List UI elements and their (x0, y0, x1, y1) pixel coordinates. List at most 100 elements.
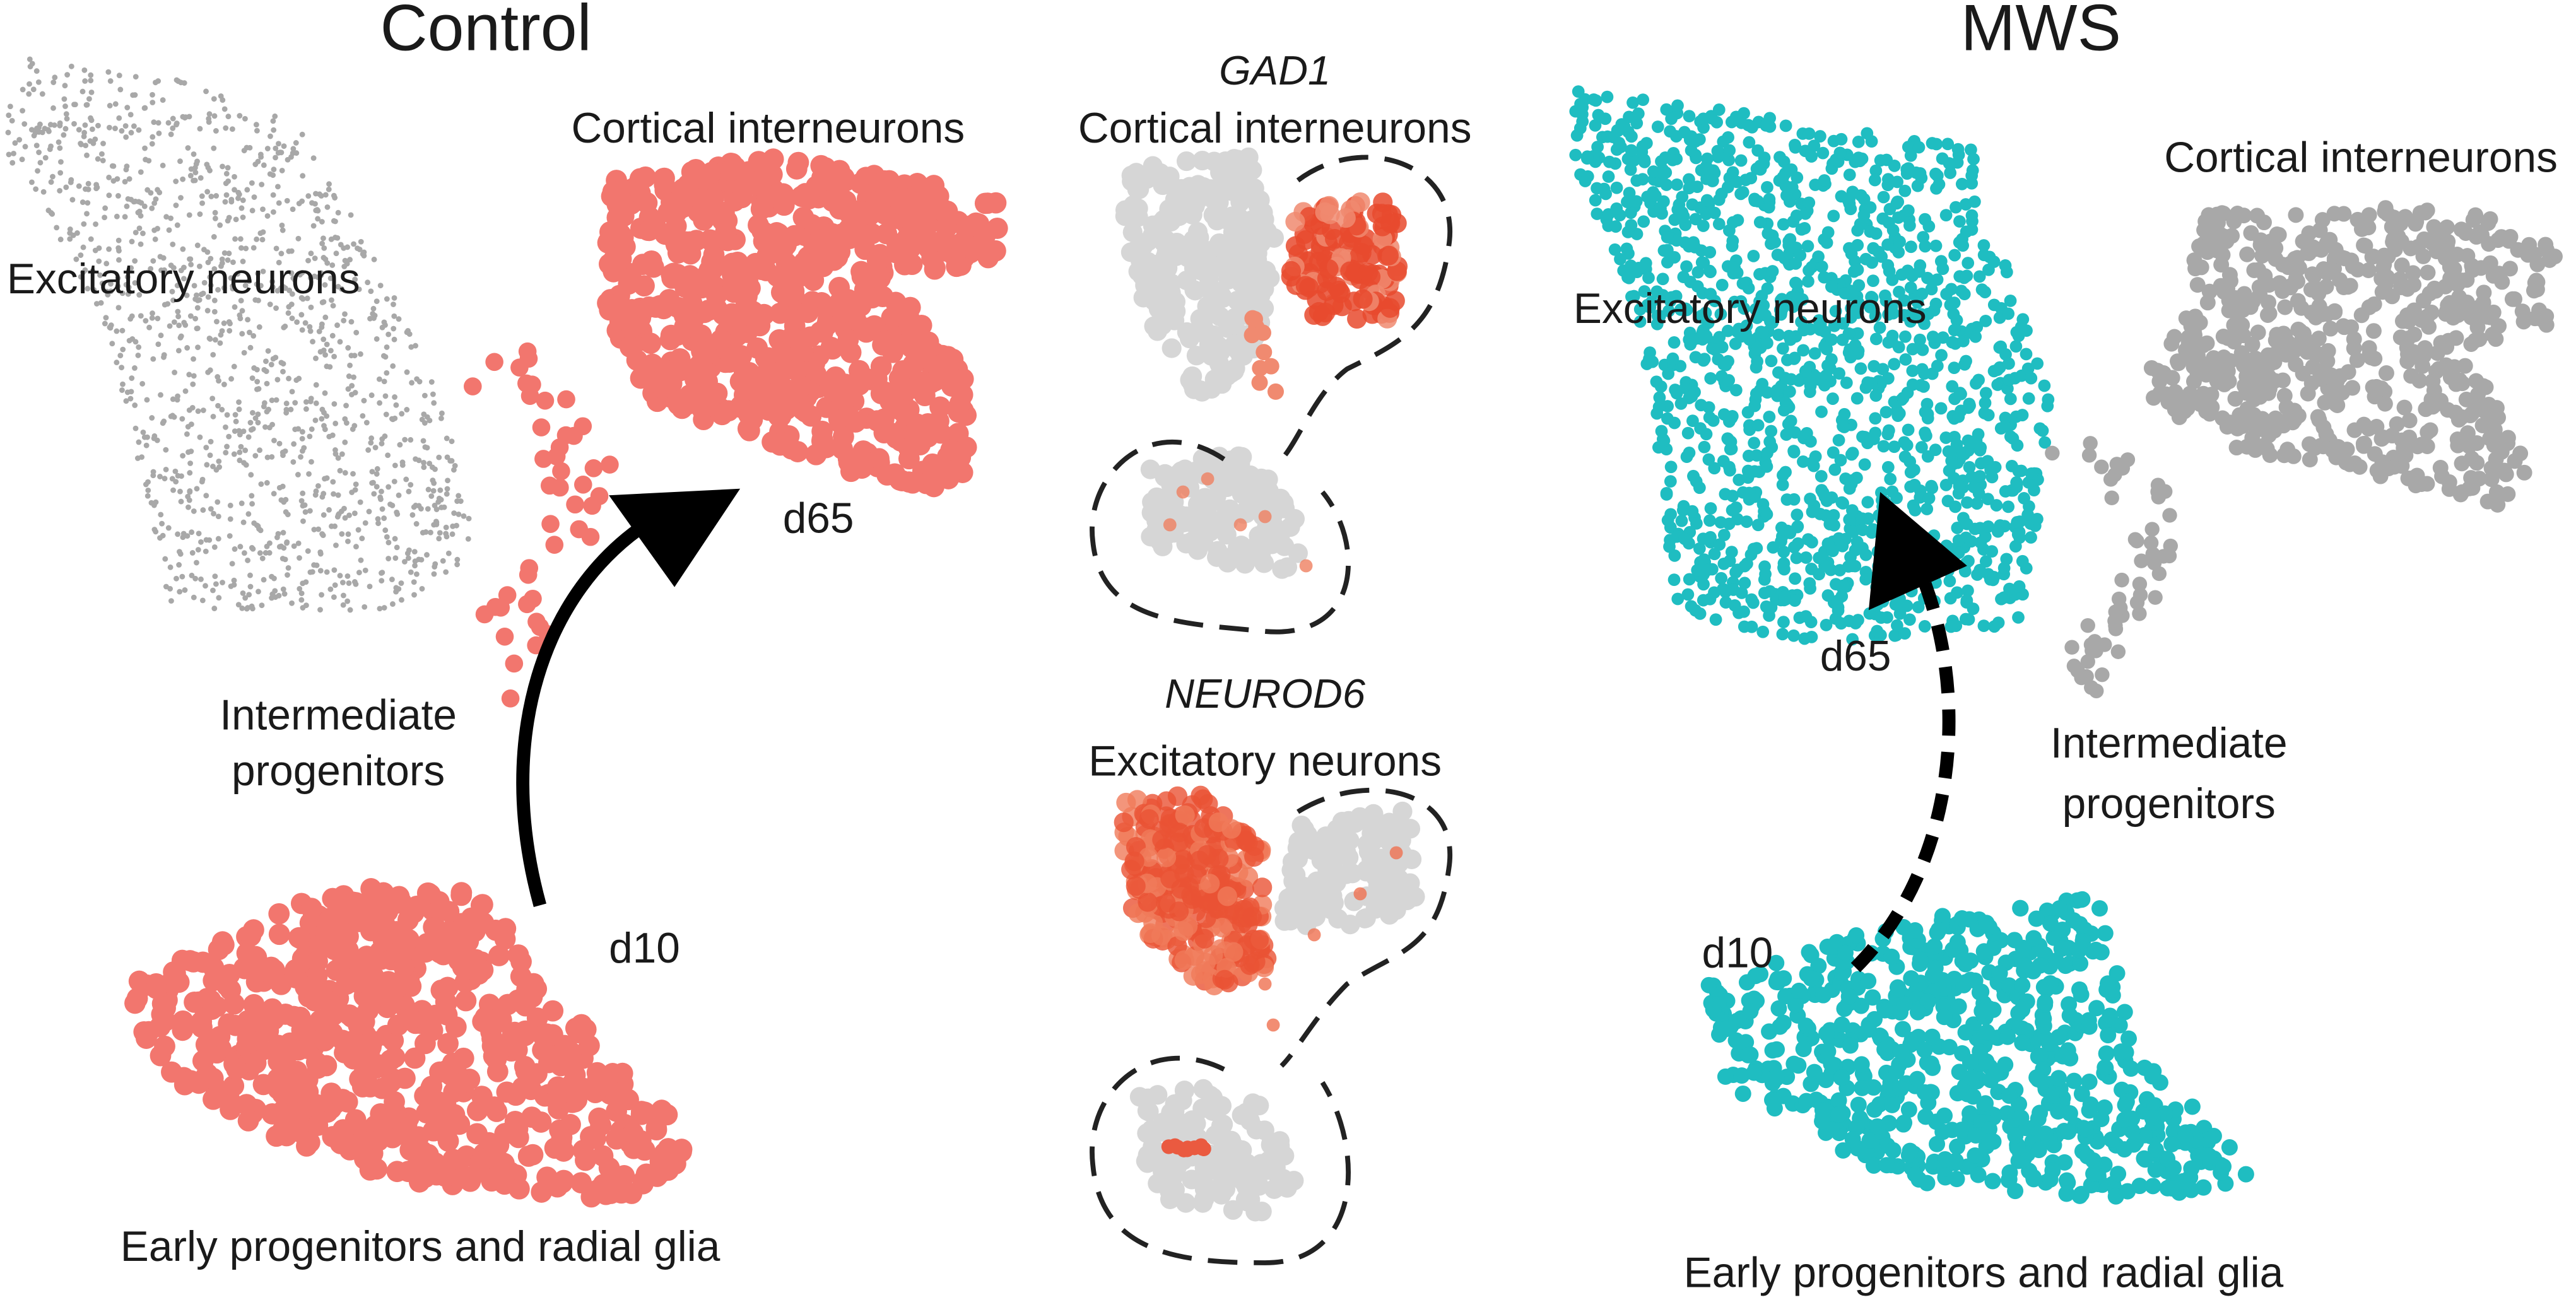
cell-point (2031, 357, 2044, 370)
cell-point (124, 105, 131, 110)
cell-point (303, 602, 309, 609)
cell-point (2002, 500, 2015, 513)
cell-point (620, 336, 641, 358)
cell-point (1307, 928, 1321, 942)
cell-point (358, 238, 364, 245)
cell-point (385, 452, 391, 459)
cell-point (203, 969, 225, 992)
cell-point (1755, 290, 1768, 303)
cell-point (392, 536, 398, 542)
cell-point (240, 590, 246, 596)
cell-point (789, 377, 811, 399)
cell-point (186, 212, 192, 218)
cell-point (422, 444, 428, 450)
cell-point (344, 573, 351, 579)
cell-point (372, 445, 379, 450)
cell-point (197, 126, 203, 132)
cell-point (155, 315, 161, 322)
cell-point (545, 1089, 567, 1111)
cell-point (31, 132, 37, 139)
cell-point (1825, 353, 1838, 366)
cell-point (359, 536, 365, 541)
cell-point (1138, 892, 1158, 912)
cell-point (1965, 143, 1977, 156)
cell-point (266, 1125, 287, 1147)
cell-point (1943, 575, 1956, 588)
cell-point (115, 305, 122, 311)
cell-point (1926, 331, 1939, 343)
cell-point (168, 215, 174, 221)
cell-point (755, 348, 777, 369)
cell-point (426, 418, 433, 424)
cell-point (1214, 969, 1235, 990)
cell-point (1201, 472, 1214, 486)
cell-point (36, 124, 42, 131)
cell-point (570, 520, 589, 539)
cell-point (1633, 303, 1647, 316)
cell-point (753, 303, 775, 325)
cell-point (1776, 478, 1789, 491)
cell-point (189, 404, 196, 411)
cell-point (353, 481, 359, 488)
cell-point (1967, 481, 1980, 494)
cell-point (300, 580, 306, 587)
cell-point (520, 559, 539, 577)
cell-point (322, 352, 328, 358)
cell-point (1803, 127, 1816, 140)
cell-point (269, 595, 274, 601)
cell-point (237, 1110, 259, 1132)
cell-point (167, 323, 173, 329)
cell-point (382, 354, 389, 360)
cell-point (200, 507, 206, 513)
cell-point (375, 516, 381, 522)
cell-point (180, 114, 186, 120)
cell-point (1160, 1181, 1180, 1202)
cell-point (465, 536, 471, 542)
cell-point (919, 197, 941, 219)
cell-point (76, 127, 82, 133)
cell-point (275, 149, 281, 156)
cell-point (220, 1099, 241, 1120)
cell-point (1203, 1087, 1223, 1108)
cell-point (418, 506, 424, 512)
cell-point (1667, 336, 1681, 349)
cell-point (421, 392, 428, 399)
cell-point (114, 360, 120, 366)
cell-point (1742, 449, 1755, 462)
cell-point (172, 468, 179, 474)
cell-point (321, 512, 327, 518)
cell-point (208, 506, 214, 512)
cell-point (1703, 246, 1717, 259)
cell-point (201, 279, 208, 286)
cell-point (408, 569, 414, 575)
cell-point (408, 436, 414, 443)
cell-point (1291, 815, 1312, 836)
cell-point (76, 183, 82, 189)
cell-point (384, 534, 390, 540)
cell-point (125, 196, 131, 202)
cell-point (228, 583, 234, 589)
cell-point (268, 361, 274, 368)
cell-point (773, 194, 795, 216)
cell-point (334, 322, 340, 328)
cell-point (35, 79, 42, 85)
cell-point (289, 600, 295, 606)
cell-point (786, 358, 808, 380)
cell-point (362, 520, 368, 526)
cell-point (179, 573, 185, 580)
cell-point (138, 200, 144, 206)
cell-point (1797, 344, 1810, 357)
cell-point (145, 487, 151, 493)
cell-point (150, 472, 156, 479)
cell-point (1317, 860, 1338, 880)
cell-point (210, 351, 216, 358)
cell-point (99, 280, 105, 286)
cell-point (7, 103, 13, 110)
cell-point (412, 558, 418, 565)
cell-point (211, 544, 218, 550)
cell-point (191, 1016, 213, 1038)
cell-point (1905, 240, 1917, 254)
cell-point (2010, 325, 2023, 339)
cell-point (1703, 514, 1716, 527)
cell-point (1137, 1101, 1158, 1121)
